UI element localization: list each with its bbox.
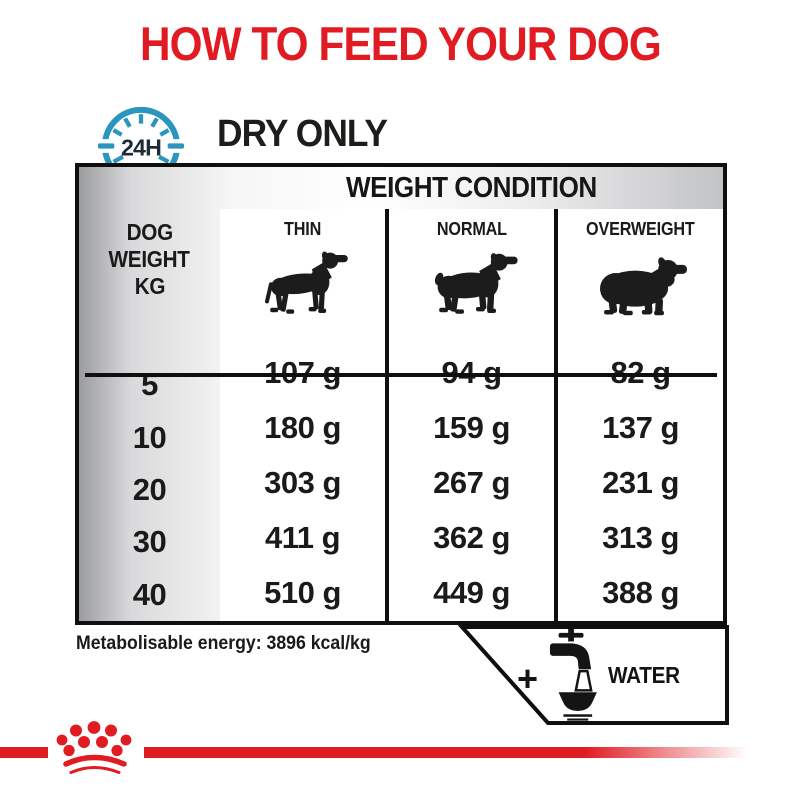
weight-values: 5 10 20 30 40: [79, 345, 220, 621]
normal-dog-icon: [434, 253, 518, 314]
column-thin-label: THIN: [283, 219, 322, 239]
svg-text:24H: 24H: [121, 134, 161, 160]
ration-value: 94 g: [389, 345, 554, 400]
feeding-mode-label: DRY ONLY: [217, 113, 388, 155]
plus-sign: +: [517, 658, 539, 699]
weight-row-label: 30: [132, 524, 167, 560]
thin-dog-icon: [264, 251, 348, 314]
brand-bar-left: [0, 747, 48, 758]
column-normal-label: NORMAL: [436, 219, 507, 239]
column-thin-header: THIN: [220, 209, 385, 331]
thin-dog-iconbox: [220, 246, 385, 328]
column-overweight: OVERWEIGHT: [554, 209, 723, 621]
overweight-dog-icon: [599, 257, 687, 316]
ration-value: 303 g: [264, 465, 341, 500]
header-divider-line: [85, 373, 717, 377]
thin-values: 107 g 180 g 303 g 411 g 510 g: [220, 331, 385, 621]
column-overweight-header: OVERWEIGHT: [558, 209, 723, 331]
dog-weight-kg-label: DOG WEIGHT KG: [108, 219, 191, 300]
page-title: HOW TO FEED YOUR DOG: [139, 17, 662, 70]
normal-values: 94 g 159 g 267 g 362 g 449 g: [389, 331, 554, 621]
feeding-guide-table: WEIGHT CONDITION DOG WEIGHT KG 5 10 20 3…: [75, 163, 727, 625]
ration-value: 267 g: [433, 465, 510, 500]
overweight-values: 82 g 137 g 231 g 313 g 388 g: [558, 331, 723, 621]
column-overweight-label: OVERWEIGHT: [586, 219, 695, 239]
ration-value: 388 g: [602, 575, 679, 611]
ration-value: 362 g: [433, 520, 510, 556]
ration-value: 411 g: [264, 520, 341, 556]
column-normal: NORMAL: [385, 209, 554, 621]
paw-crown-logo: [56, 721, 132, 774]
column-normal-header: NORMAL: [389, 209, 554, 331]
ration-value: 180 g: [264, 409, 341, 445]
weight-row-label: 40: [132, 576, 167, 612]
brand-bar-right: [144, 747, 800, 758]
ration-value: 313 g: [602, 520, 679, 556]
dog-weight-column: DOG WEIGHT KG 5 10 20 30 40: [79, 209, 220, 621]
energy-note: Metabolisable energy: 3896 kcal/kg: [76, 633, 371, 654]
overweight-dog-iconbox: [558, 246, 723, 328]
ration-value: 107 g: [220, 345, 385, 400]
ration-value: 137 g: [602, 409, 679, 445]
ration-value: 449 g: [433, 575, 510, 611]
ration-value: 82 g: [558, 345, 723, 400]
weight-row-label: 5: [141, 367, 158, 403]
ration-value: 231 g: [602, 465, 679, 500]
water-label: WATER: [607, 662, 680, 688]
weight-row-label: 20: [132, 472, 167, 508]
ration-value: 510 g: [264, 575, 341, 611]
table-header-weight-condition: WEIGHT CONDITION: [346, 171, 597, 204]
water-callout-box: [458, 625, 729, 725]
water-tap-icon: [549, 629, 597, 721]
column-thin: THIN: [220, 209, 385, 621]
condition-columns: THIN: [220, 209, 723, 621]
normal-dog-iconbox: [389, 246, 554, 328]
weight-row-label: 10: [132, 419, 167, 455]
ration-value: 159 g: [433, 409, 510, 445]
